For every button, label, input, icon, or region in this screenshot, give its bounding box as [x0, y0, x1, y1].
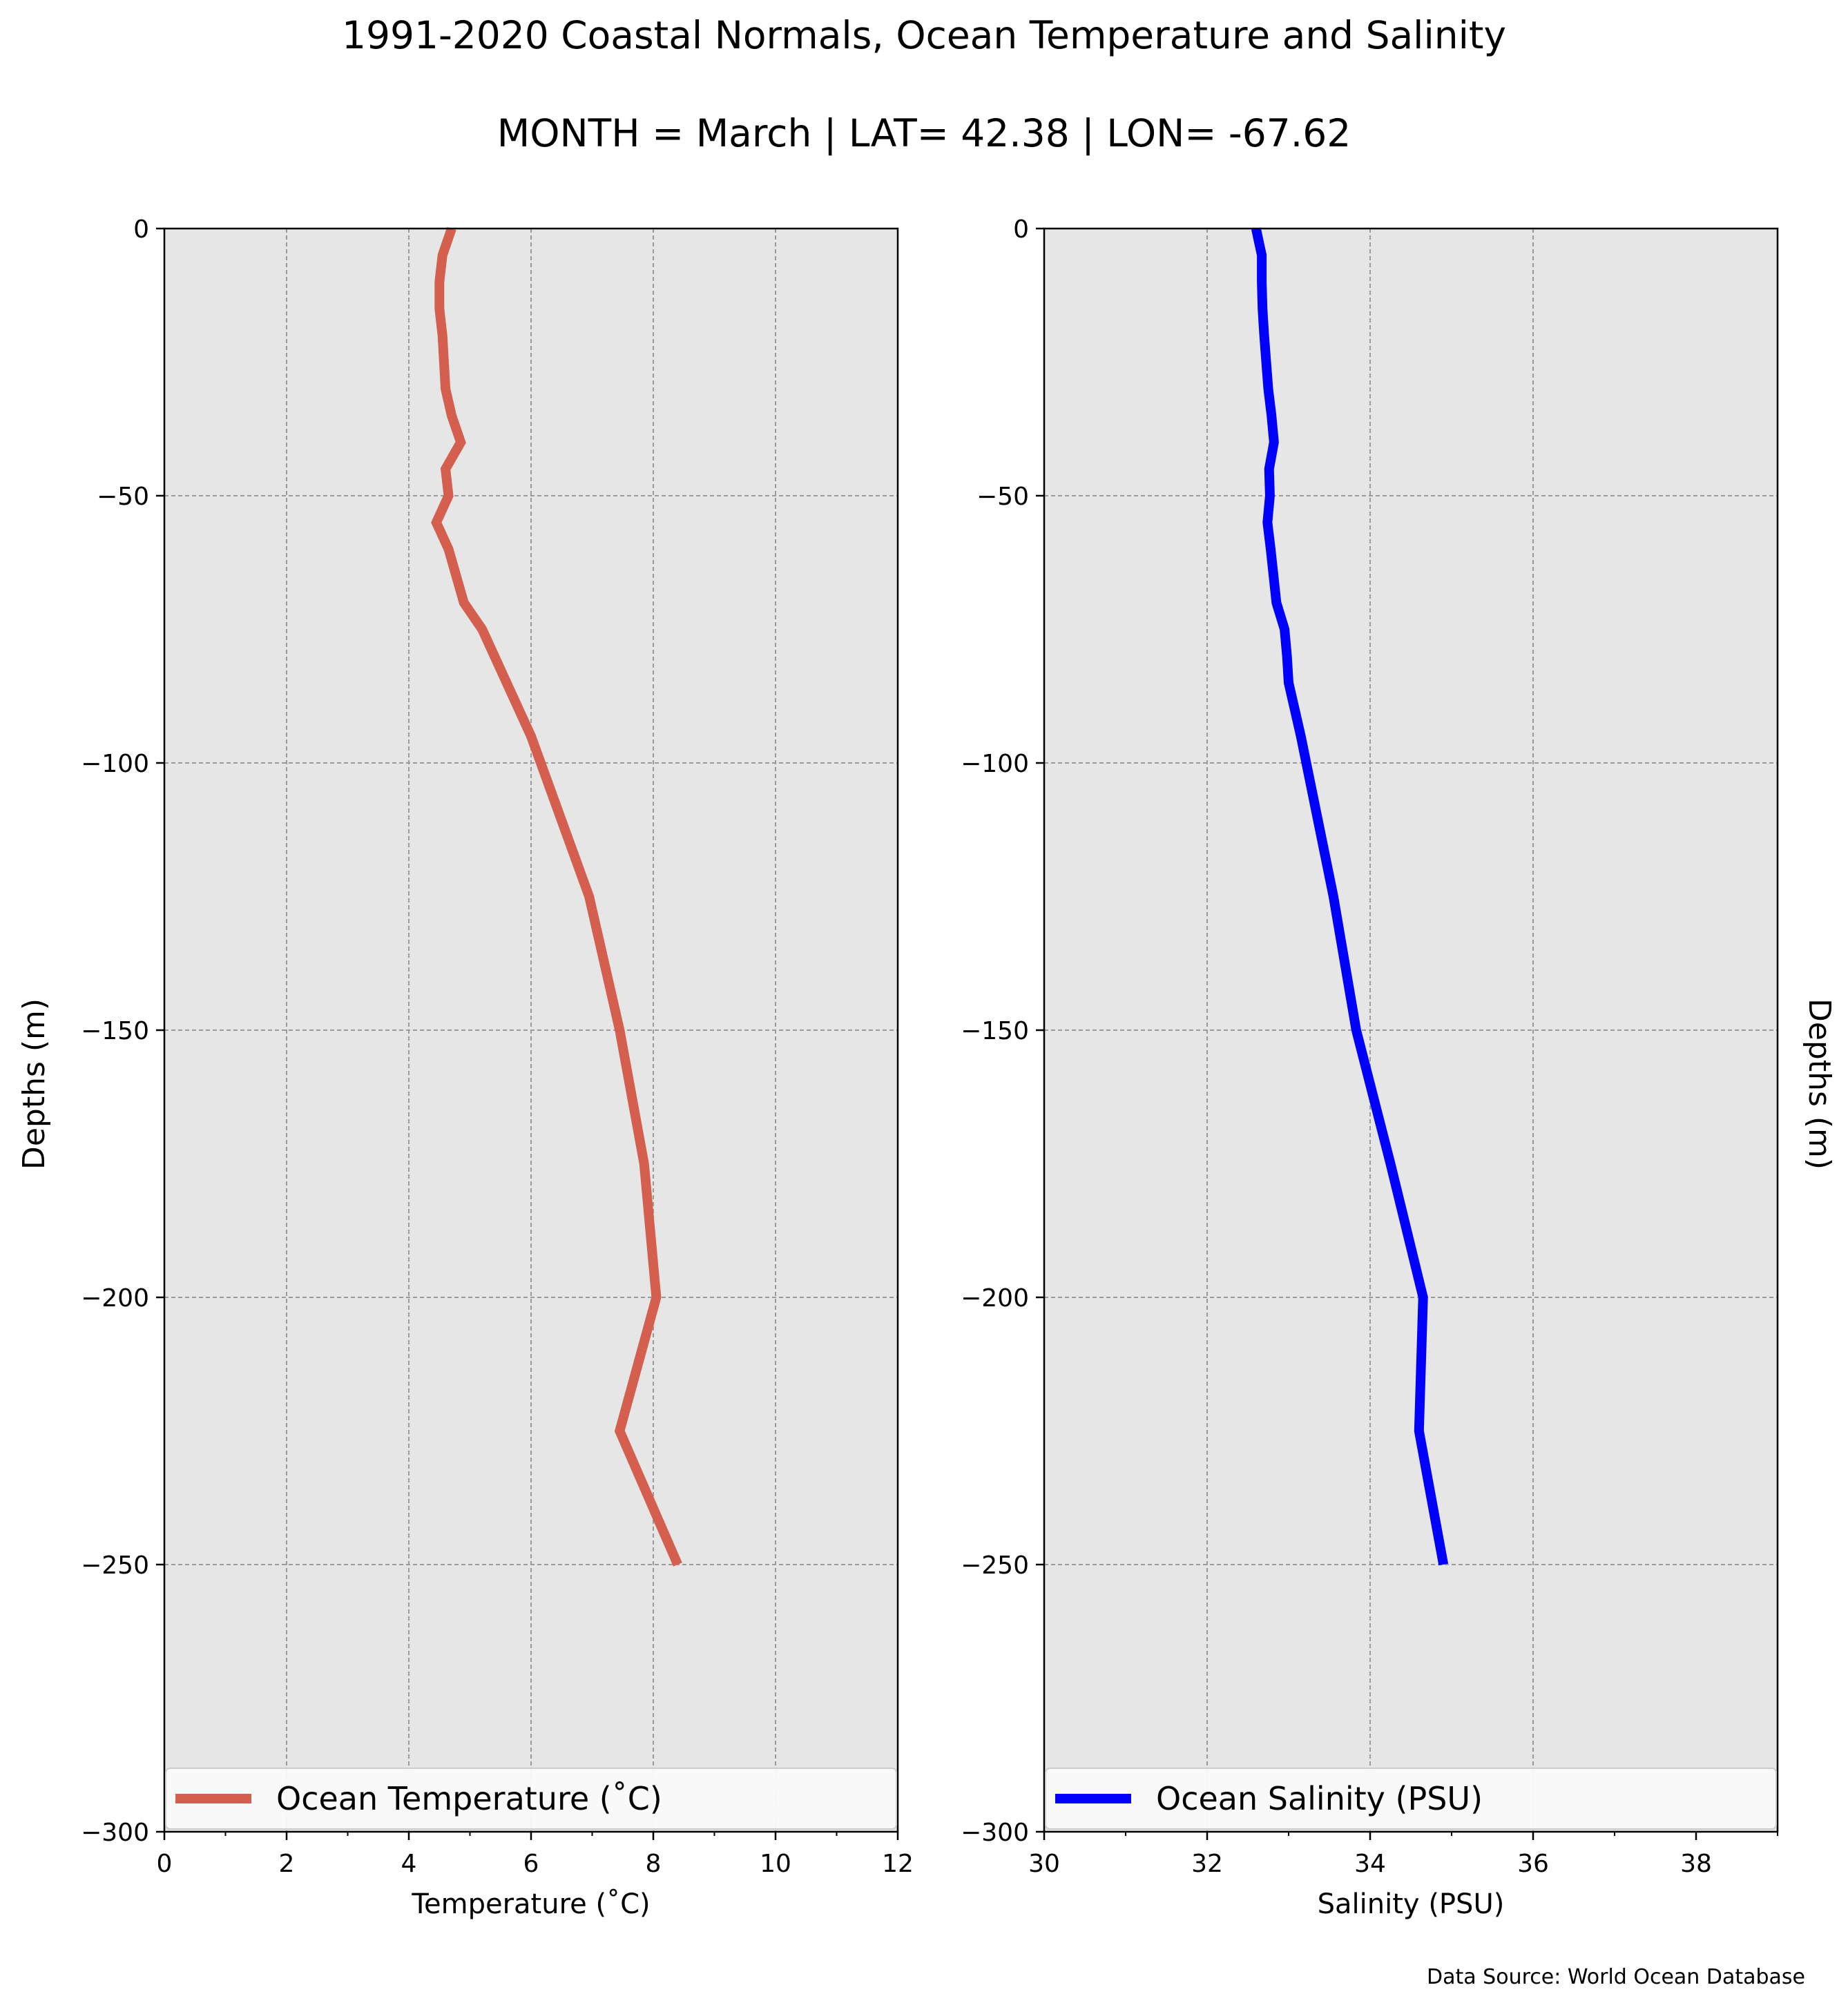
temperature-legend-box — [165, 1768, 897, 1830]
salinity-legend-label: Ocean Salinity (PSU) — [1156, 1780, 1483, 1817]
salinity-x-tick-label: 30 — [1028, 1850, 1060, 1878]
temperature-y-tick-label: −300 — [81, 1819, 149, 1847]
temperature-y-tick-label: 0 — [133, 215, 149, 244]
chart-title: 1991-2020 Coastal Normals, Ocean Tempera… — [342, 13, 1506, 57]
temperature-x-tick-label: 12 — [882, 1850, 914, 1878]
salinity-x-tick-label: 34 — [1354, 1850, 1386, 1878]
salinity-x-tick-label: 38 — [1680, 1850, 1712, 1878]
temperature-x-tick-label: 2 — [279, 1850, 295, 1878]
temperature-y-tick-label: −50 — [97, 483, 149, 511]
salinity-y-tick-label: −200 — [961, 1284, 1029, 1313]
temperature-y-tick-label: −100 — [81, 750, 149, 778]
left-y-axis-label: Depths (m) — [17, 998, 52, 1170]
salinity-legend-box — [1045, 1768, 1777, 1830]
temperature-x-tick-label: 6 — [523, 1850, 539, 1878]
salinity-x-tick-label: 32 — [1191, 1850, 1223, 1878]
chart-subtitle: MONTH = March | LAT= 42.38 | LON= -67.62 — [497, 111, 1351, 156]
temperature-x-tick-label: 4 — [401, 1850, 417, 1878]
salinity-x-axis-label: Salinity (PSU) — [1318, 1888, 1505, 1920]
temperature-y-tick-label: −250 — [81, 1551, 149, 1580]
salinity-y-tick-label: −250 — [961, 1551, 1029, 1580]
temperature-panel: 0 2 4 6 8 10 12 0 −50 −100 −150 −200 −250 −300 Tempera… — [81, 215, 914, 1920]
salinity-y-tick-label: −50 — [976, 483, 1029, 511]
temperature-x-tick-label: 8 — [646, 1850, 662, 1878]
temperature-x-tick-label: 0 — [157, 1850, 173, 1878]
salinity-y-tick-label: −300 — [961, 1819, 1029, 1847]
data-source-note: Data Source: World Ocean Database — [1427, 1965, 1805, 1989]
temperature-x-axis-label: Temperature (˚C) — [411, 1888, 650, 1920]
temperature-legend-label: Ocean Temperature (˚C) — [276, 1780, 662, 1817]
temperature-series-line — [431, 226, 682, 1567]
temperature-x-tick-label: 10 — [760, 1850, 791, 1878]
salinity-y-tick-label: −100 — [961, 750, 1029, 778]
salinity-y-tick-label: −150 — [961, 1017, 1029, 1045]
temperature-y-tick-label: −150 — [81, 1017, 149, 1045]
right-y-axis-label: Depths (m) — [1802, 998, 1837, 1170]
salinity-panel: 30 32 34 36 38 0 −50 −100 −150 −200 −250 −300 Salini… — [961, 215, 1779, 1920]
temperature-y-tick-label: −200 — [81, 1284, 149, 1313]
salinity-y-tick-label: 0 — [1013, 215, 1029, 244]
salinity-series-line — [1251, 227, 1449, 1566]
salinity-x-tick-label: 36 — [1517, 1850, 1549, 1878]
